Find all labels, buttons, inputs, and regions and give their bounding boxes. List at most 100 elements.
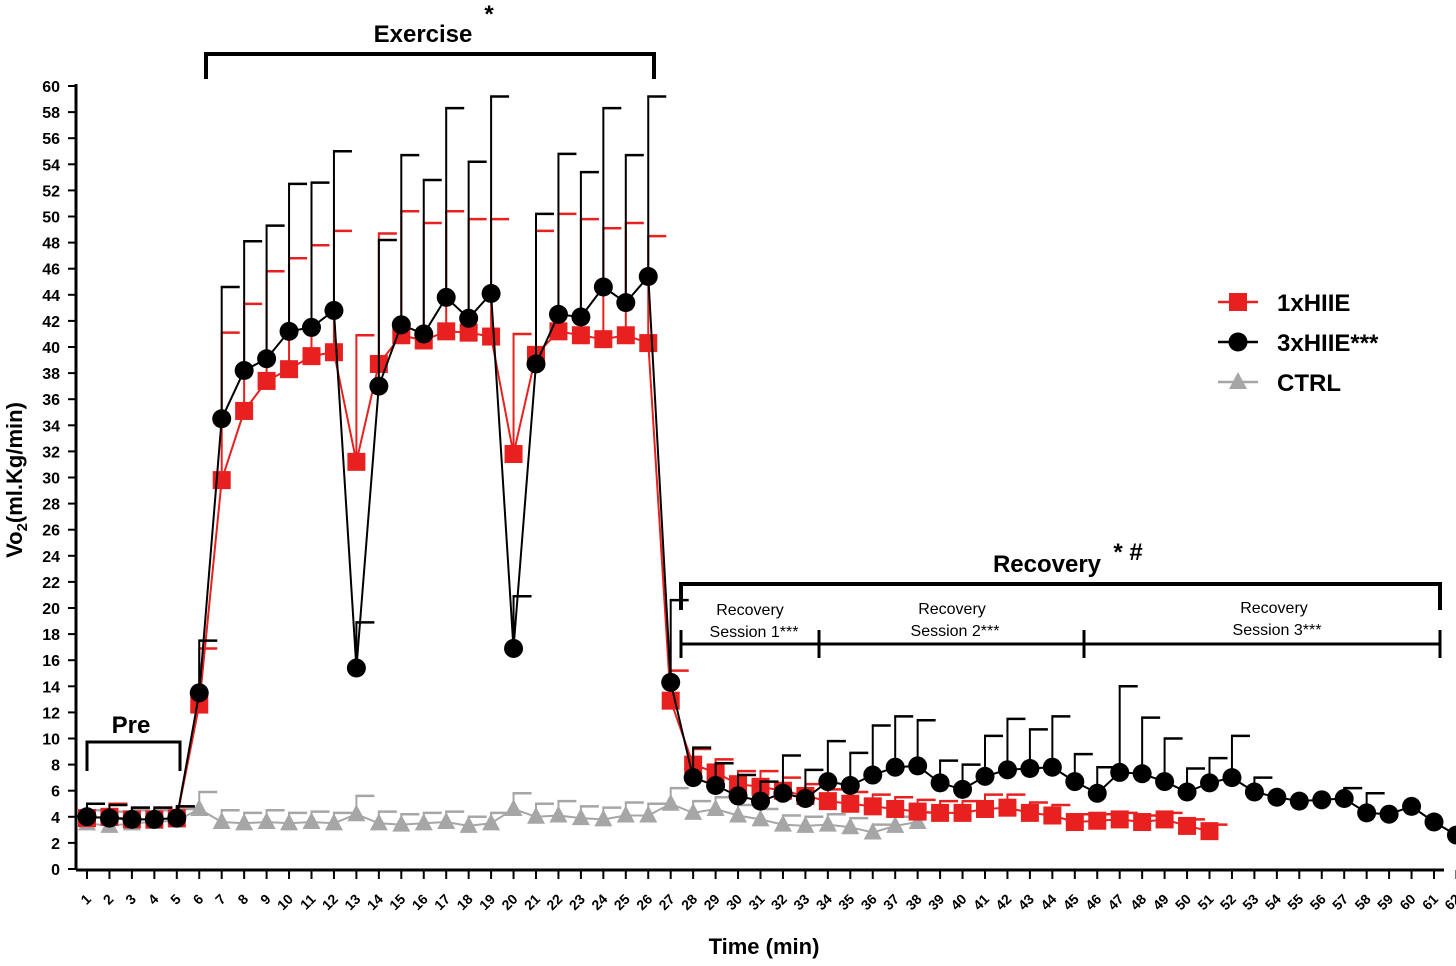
point-1xhiie <box>459 323 478 342</box>
y-tick-label: 32 <box>42 444 60 461</box>
point-ctrl <box>527 806 545 824</box>
point-3xhiie <box>526 354 546 374</box>
point-3xhiie <box>616 293 636 313</box>
point-1xhiie <box>1020 803 1039 822</box>
point-3xhiie <box>1065 772 1085 792</box>
point-3xhiie <box>661 672 681 692</box>
point-ctrl <box>235 813 254 831</box>
session2-label-line2: Session 2*** <box>911 623 1000 640</box>
y-tick-label: 56 <box>42 131 60 148</box>
point-3xhiie <box>391 315 411 335</box>
x-tick-label: 3 <box>122 891 139 908</box>
x-tick-label: 19 <box>476 891 498 913</box>
series-3xhiie <box>77 95 1456 845</box>
point-3xhiie <box>144 809 164 829</box>
point-3xhiie <box>1042 757 1062 777</box>
exercise-bracket <box>204 52 656 79</box>
x-tick-label: 51 <box>1194 891 1216 913</box>
point-ctrl <box>729 805 748 823</box>
point-1xhiie <box>1133 813 1152 832</box>
point-ctrl <box>616 805 635 823</box>
session1-label-line1: Recovery <box>716 602 784 619</box>
point-3xhiie <box>99 808 119 828</box>
y-axis-title-rest: (ml.Kg/min) <box>2 402 27 523</box>
x-tick-label: 55 <box>1284 891 1306 913</box>
x-tick-label: 28 <box>678 891 700 913</box>
y-tick-label: 12 <box>42 705 60 722</box>
y-tick-label: 2 <box>51 836 60 853</box>
x-tick-label: 6 <box>190 891 207 908</box>
line-1xhiie <box>86 330 1210 833</box>
y-tick-label: 28 <box>42 497 60 514</box>
x-tick-label: 4 <box>145 891 162 908</box>
y-axis-title-main: Vo <box>2 531 27 557</box>
x-tick-label: 1 <box>77 891 94 908</box>
point-1xhiie <box>1178 816 1197 835</box>
x-tick-label: 16 <box>409 891 431 913</box>
point-3xhiie <box>1267 787 1287 807</box>
point-3xhiie <box>122 809 142 829</box>
point-1xhiie <box>616 326 635 345</box>
legend-label-3xhiie: 3xHIIE*** <box>1277 330 1379 357</box>
point-ctrl <box>796 815 815 833</box>
x-tick-label: 29 <box>700 891 722 913</box>
x-ticks: 1 2 3 4 5 6 7 8 9 10 11 12 13 14 15 16 17 18 19 20 21 22 23 24 2… <box>77 870 1456 913</box>
point-1xhiie <box>571 326 590 345</box>
x-tick-label: 23 <box>566 891 588 913</box>
x-tick-label: 39 <box>925 891 947 913</box>
x-tick-label: 59 <box>1374 891 1396 913</box>
x-tick-label: 34 <box>813 891 835 913</box>
point-ctrl <box>212 812 231 830</box>
recovery-bracket <box>679 582 1442 610</box>
x-tick-label: 18 <box>453 891 475 913</box>
point-3xhiie <box>1222 768 1242 788</box>
x-tick-label: 38 <box>902 891 924 913</box>
point-ctrl <box>751 809 770 827</box>
point-1xhiie <box>324 343 343 362</box>
session3-label-line2: Session 3*** <box>1233 622 1322 639</box>
line-ctrl <box>86 802 918 834</box>
point-1xhiie <box>908 802 927 821</box>
point-ctrl <box>190 798 209 816</box>
point-3xhiie <box>257 349 277 369</box>
y-ticks: 0246810121416182022242628303234363840424… <box>42 79 76 879</box>
point-3xhiie <box>1357 803 1377 823</box>
y-tick-label: 58 <box>42 105 60 122</box>
y-tick-label: 36 <box>42 392 60 409</box>
point-1xhiie <box>841 794 860 813</box>
x-tick-label: 48 <box>1127 891 1149 913</box>
y-tick-label: 44 <box>42 288 60 305</box>
point-1xhiie <box>639 334 658 353</box>
x-tick-label: 11 <box>297 891 319 913</box>
y-tick-label: 42 <box>42 314 60 331</box>
point-1xhiie <box>482 327 501 346</box>
point-ctrl <box>392 814 411 832</box>
point-1xhiie <box>1065 813 1084 832</box>
point-3xhiie <box>324 300 344 320</box>
exercise-significance: * <box>484 1 494 28</box>
y-tick-label: 8 <box>51 758 60 775</box>
point-3xhiie <box>167 808 187 828</box>
point-1xhiie <box>976 799 994 818</box>
point-1xhiie <box>504 445 523 464</box>
x-axis-title: Time (min) <box>709 934 820 959</box>
y-tick-label: 6 <box>51 784 60 801</box>
x-tick-label: 30 <box>723 891 745 913</box>
point-3xhiie <box>683 768 703 788</box>
point-1xhiie <box>818 792 837 811</box>
x-tick-label: 25 <box>611 891 633 913</box>
y-tick-label: 60 <box>42 79 60 96</box>
y-tick-label: 16 <box>42 653 60 670</box>
x-tick-label: 21 <box>521 891 543 913</box>
point-ctrl <box>302 812 321 830</box>
legend-entry-ctrl: CTRL <box>1218 370 1341 397</box>
x-tick-label: 44 <box>1037 891 1059 913</box>
x-tick-label: 42 <box>992 891 1014 913</box>
x-tick-label: 5 <box>167 891 184 908</box>
point-3xhiie <box>504 638 524 658</box>
point-3xhiie <box>279 321 299 341</box>
point-3xhiie <box>930 773 950 793</box>
point-ctrl <box>347 804 366 822</box>
y-axis-title: Vo2(ml.Kg/min) <box>2 402 31 558</box>
point-ctrl <box>257 812 276 830</box>
